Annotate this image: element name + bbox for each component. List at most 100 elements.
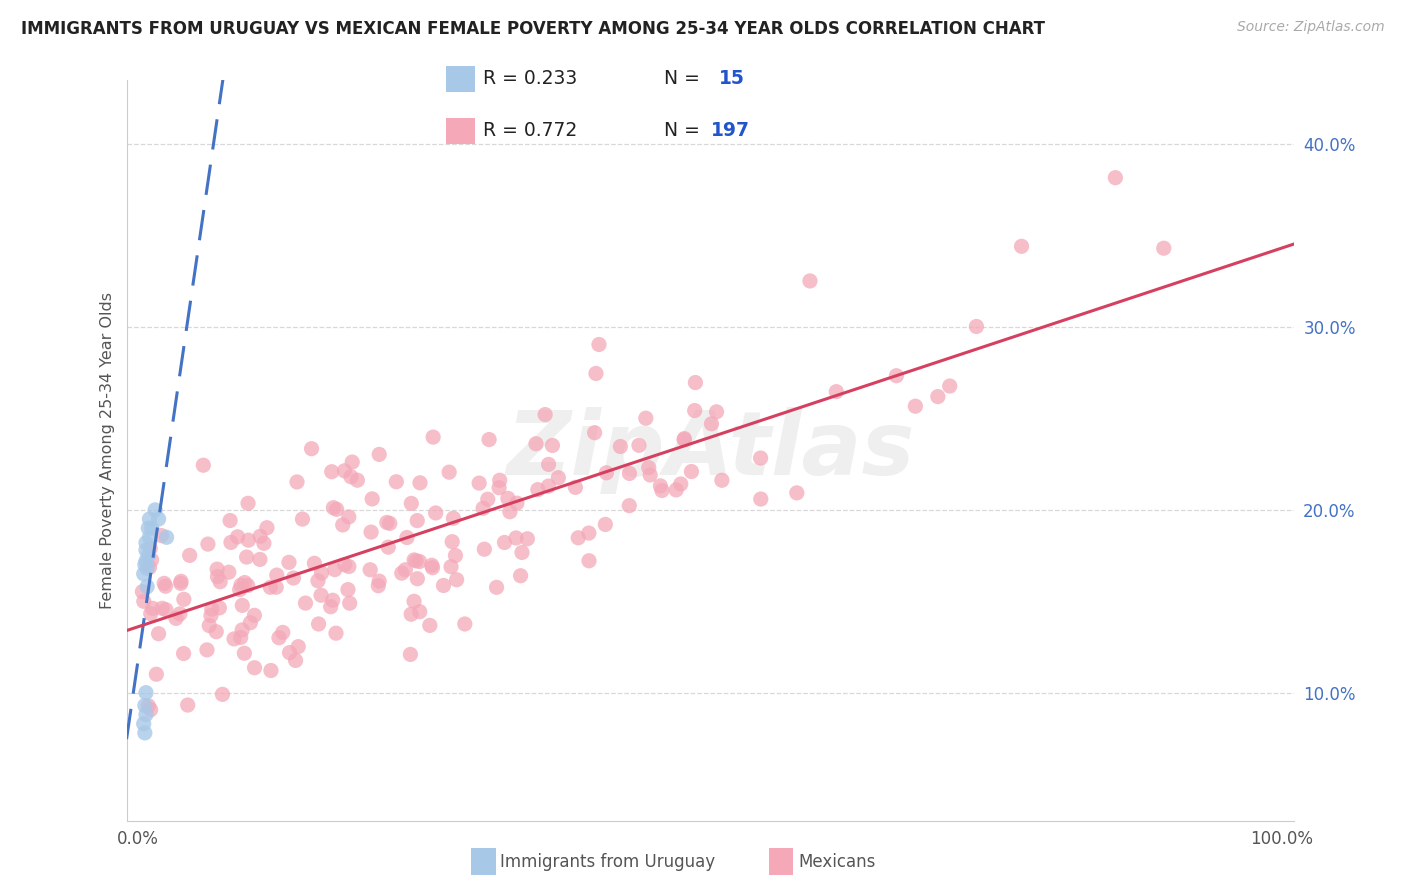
Point <box>131 584 153 599</box>
Point <box>567 531 589 545</box>
Point <box>409 475 432 490</box>
Point <box>422 560 444 574</box>
Point <box>267 631 290 645</box>
Point <box>236 578 259 592</box>
Point <box>441 534 464 549</box>
Point <box>132 566 155 581</box>
Point <box>669 477 692 491</box>
Point <box>231 599 253 613</box>
Point <box>332 517 354 532</box>
Point <box>195 643 218 657</box>
Point <box>285 475 308 489</box>
Point <box>141 521 163 535</box>
Point <box>700 417 723 431</box>
Text: Immigrants from Uruguay: Immigrants from Uruguay <box>501 853 716 871</box>
Point <box>256 521 278 535</box>
Point <box>534 408 557 422</box>
Point <box>401 496 423 510</box>
Point <box>359 563 381 577</box>
Point <box>278 555 301 569</box>
Point <box>283 571 305 585</box>
Point <box>321 465 343 479</box>
Point <box>135 686 157 700</box>
Point <box>585 367 607 381</box>
Point <box>409 605 432 619</box>
Point <box>170 574 193 589</box>
Point <box>524 436 547 450</box>
Point <box>673 433 696 447</box>
Text: Mexicans: Mexicans <box>799 853 876 871</box>
Point <box>595 466 617 480</box>
Point <box>325 502 347 516</box>
Point <box>399 648 422 662</box>
Point <box>333 464 356 478</box>
Point <box>143 503 166 517</box>
Point <box>650 479 672 493</box>
Point <box>222 632 245 646</box>
Point <box>339 596 361 610</box>
Point <box>825 384 848 399</box>
Point <box>706 405 728 419</box>
Point <box>595 517 617 532</box>
Point <box>685 376 707 390</box>
Point <box>346 473 368 487</box>
Point <box>284 653 307 667</box>
Point <box>148 626 170 640</box>
Point <box>673 432 696 446</box>
Point <box>440 559 463 574</box>
Point <box>238 533 260 548</box>
Point <box>927 390 949 404</box>
Point <box>385 475 408 489</box>
Point <box>249 552 271 566</box>
Point <box>904 399 927 413</box>
Point <box>308 617 330 632</box>
Point <box>665 483 688 497</box>
Point <box>1153 241 1175 255</box>
Point <box>235 550 257 565</box>
Point <box>444 549 467 563</box>
Point <box>142 601 165 615</box>
Point <box>243 608 266 623</box>
Point <box>170 576 193 591</box>
Point <box>588 337 610 351</box>
Point <box>139 541 162 556</box>
Point <box>488 473 510 487</box>
Point <box>169 607 191 621</box>
Point <box>201 602 224 616</box>
Point <box>537 458 560 472</box>
Point <box>375 516 398 530</box>
Y-axis label: Female Poverty Among 25-34 Year Olds: Female Poverty Among 25-34 Year Olds <box>100 292 115 609</box>
Text: R = 0.772: R = 0.772 <box>484 120 578 140</box>
Point <box>583 425 606 440</box>
Point <box>938 379 960 393</box>
Point <box>509 568 531 582</box>
Point <box>506 496 529 510</box>
Point <box>278 646 301 660</box>
Bar <box>446 118 475 144</box>
Point <box>496 491 519 506</box>
Point <box>322 500 344 515</box>
Point <box>619 499 641 513</box>
Point <box>294 596 316 610</box>
Point <box>578 554 600 568</box>
Point <box>441 511 464 525</box>
Point <box>377 540 399 554</box>
Point <box>454 617 477 632</box>
Point <box>150 528 173 542</box>
Point <box>264 580 287 594</box>
Point <box>634 411 657 425</box>
Point <box>638 467 661 482</box>
Point <box>478 433 501 447</box>
Point <box>307 574 329 588</box>
Point <box>786 486 808 500</box>
Bar <box>446 66 475 92</box>
Point <box>134 698 156 713</box>
Point <box>472 501 495 516</box>
Point <box>527 483 550 497</box>
Point <box>173 592 195 607</box>
Point <box>402 594 425 608</box>
Point <box>336 582 359 597</box>
Point <box>173 647 195 661</box>
Point <box>477 492 499 507</box>
Point <box>710 473 733 487</box>
